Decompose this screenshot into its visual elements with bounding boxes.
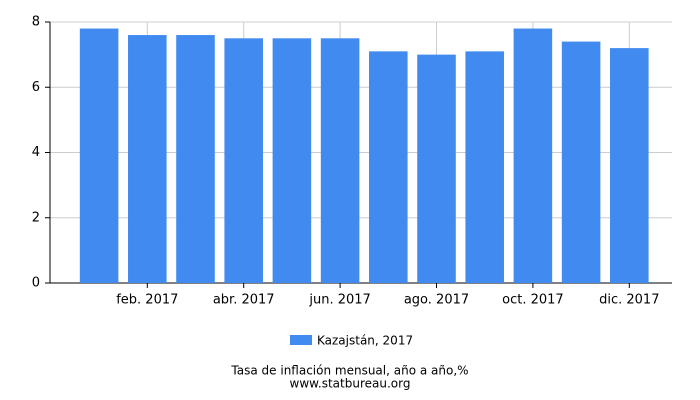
legend-label: Kazajstán, 2017 xyxy=(317,334,413,348)
y-tick-label: 4 xyxy=(32,145,40,160)
x-tick-label: feb. 2017 xyxy=(116,293,178,308)
x-tick-label: dic. 2017 xyxy=(599,293,659,308)
x-tick-label: oct. 2017 xyxy=(502,293,564,308)
y-tick-label: 0 xyxy=(32,276,40,291)
bar xyxy=(610,48,649,283)
bar xyxy=(79,28,119,284)
chart-title: Tasa de inflación mensual, año a año,% xyxy=(230,364,468,378)
x-tick-label: jun. 2017 xyxy=(308,293,370,308)
y-tick-label: 8 xyxy=(32,15,40,30)
legend-swatch xyxy=(290,335,312,345)
bar xyxy=(417,54,456,283)
bar xyxy=(369,51,408,283)
y-tick-label: 2 xyxy=(32,210,40,225)
bar xyxy=(272,38,312,283)
bar xyxy=(561,41,601,284)
bar xyxy=(465,51,504,283)
source: www.statbureau.org xyxy=(290,377,411,391)
x-tick-label: abr. 2017 xyxy=(213,293,275,308)
bar xyxy=(320,38,360,283)
bar xyxy=(176,35,215,283)
y-tick-label: 6 xyxy=(32,80,40,95)
bar xyxy=(513,28,553,284)
bar xyxy=(128,35,167,283)
x-tick-label: ago. 2017 xyxy=(404,293,469,308)
bar xyxy=(224,38,263,283)
